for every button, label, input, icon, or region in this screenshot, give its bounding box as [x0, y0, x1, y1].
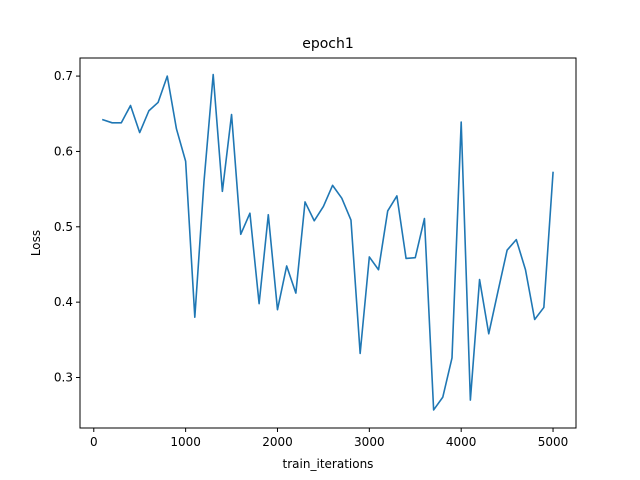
x-tick-label: 5000 — [538, 435, 569, 449]
series-layer — [101, 73, 554, 411]
y-tick-label: 0.4 — [54, 295, 73, 309]
x-tick-label: 4000 — [446, 435, 477, 449]
x-axis-label: train_iterations — [283, 457, 374, 471]
x-tick-label: 1000 — [170, 435, 201, 449]
plot-area-frame — [79, 57, 577, 429]
x-tick-label: 3000 — [354, 435, 385, 449]
y-tick-label: 0.6 — [54, 144, 73, 158]
loss-line — [101, 73, 554, 411]
y-tick-label: 0.3 — [54, 371, 73, 385]
y-axis: 0.3 0.4 0.5 0.6 0.7 — [54, 69, 80, 385]
y-axis-label: Loss — [29, 230, 43, 256]
chart-title: epoch1 — [302, 36, 354, 52]
y-tick-label: 0.5 — [54, 220, 73, 234]
y-tick-label: 0.7 — [54, 69, 73, 83]
x-tick-label: 0 — [90, 435, 98, 449]
x-axis: 0 1000 2000 3000 4000 5000 — [90, 428, 568, 449]
x-tick-label: 2000 — [262, 435, 293, 449]
